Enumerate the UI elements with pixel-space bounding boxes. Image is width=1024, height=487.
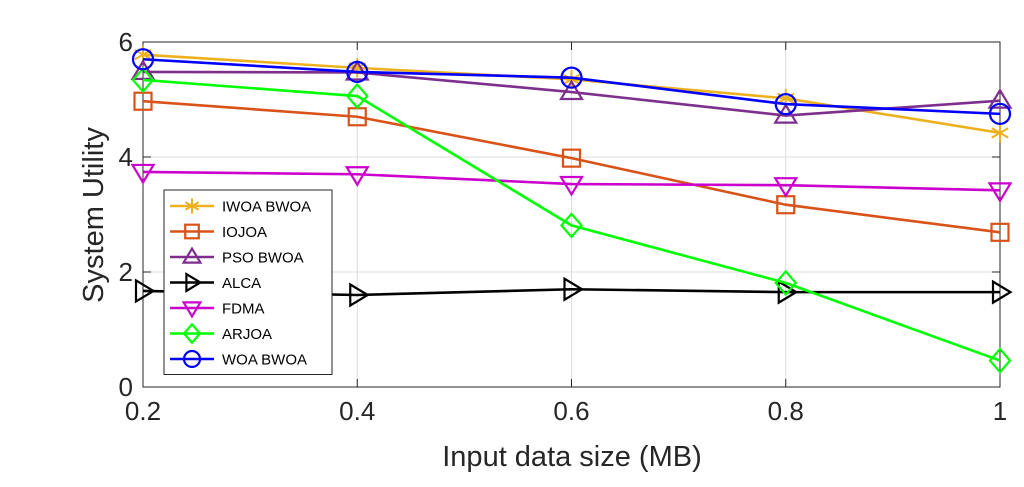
marker-triangle-right xyxy=(349,282,370,308)
marker-square xyxy=(184,223,200,240)
x-tick-label: 0.6 xyxy=(553,396,589,426)
marker-triangle-up xyxy=(130,59,156,81)
legend-label: PSO BWOA xyxy=(222,250,304,267)
marker-triangle-down xyxy=(987,182,1013,203)
marker-triangle-right xyxy=(134,278,156,304)
marker-circle xyxy=(182,349,202,369)
series-fdma xyxy=(130,163,1013,203)
marker-diamond xyxy=(131,66,155,94)
marker-triangle-down xyxy=(559,175,584,197)
series-iojoa xyxy=(133,91,1010,242)
series-line xyxy=(142,70,1001,117)
series-arjoa xyxy=(131,66,1012,374)
marker-triangle-up xyxy=(559,79,584,101)
marker-triangle-right xyxy=(991,279,1013,305)
marker-triangle-down xyxy=(344,166,370,187)
y-tick-label: 6 xyxy=(119,27,133,57)
marker-diamond xyxy=(560,212,583,239)
y-tick-label: 4 xyxy=(119,142,133,172)
legend-item: ALCA xyxy=(170,272,261,293)
legend-item: FDMA xyxy=(170,301,265,319)
series-layer xyxy=(130,45,1013,374)
y-axis-label: System Utility xyxy=(78,127,110,303)
series-line xyxy=(142,78,1001,362)
marker-asterisk-stroke xyxy=(991,127,1009,139)
marker-asterisk-stroke xyxy=(184,201,200,211)
marker-triangle-right xyxy=(777,279,799,305)
y-tick-label: 0 xyxy=(119,372,133,402)
marker-asterisk xyxy=(991,123,1009,143)
x-tick-label: 0.8 xyxy=(768,396,804,426)
marker-square xyxy=(561,148,582,168)
marker-diamond xyxy=(345,82,369,110)
marker-circle xyxy=(560,66,583,89)
marker-triangle-down xyxy=(130,163,156,185)
legend-item: PSO BWOA xyxy=(170,246,304,267)
marker-triangle-up xyxy=(987,88,1013,109)
marker-asterisk xyxy=(184,198,200,214)
marker-triangle-down xyxy=(181,301,203,319)
legend-label: WOA BWOA xyxy=(222,352,307,369)
legend-item: ARJOA xyxy=(170,322,272,345)
legend-label: IWOA BWOA xyxy=(222,199,311,216)
legend-label: IOJOA xyxy=(222,224,267,241)
marker-triangle-down xyxy=(773,177,799,198)
marker-triangle-right xyxy=(563,276,585,302)
series-line xyxy=(142,99,1001,234)
x-tick-label: 1 xyxy=(993,396,1007,426)
marker-diamond xyxy=(988,347,1012,374)
marker-circle xyxy=(774,92,797,116)
marker-circle xyxy=(346,60,369,84)
x-axis: 0.2 0.4 0.6 0.8 1 xyxy=(125,42,1007,426)
y-axis: 0 2 4 6 xyxy=(119,27,1000,402)
legend-label: ARJOA xyxy=(222,326,272,343)
marker-circle xyxy=(988,102,1012,125)
legend-item: WOA BWOA xyxy=(170,349,307,369)
legend-item: IWOA BWOA xyxy=(170,198,311,216)
legend-label: FDMA xyxy=(222,301,265,318)
legend-label: ALCA xyxy=(222,275,261,292)
x-axis-label: Input data size (MB) xyxy=(442,441,702,473)
marker-circle xyxy=(131,48,155,71)
series-line xyxy=(142,170,1001,192)
legend: IWOA BWOA IOJOA PSO BWOA ALCA FDMA ARJOA WOA B… xyxy=(163,189,333,375)
legend-item: IOJOA xyxy=(170,223,267,241)
x-tick-label: 0.2 xyxy=(125,396,161,426)
marker-asterisk-stroke xyxy=(562,73,581,85)
series-line xyxy=(142,57,1001,116)
marker-square xyxy=(990,222,1010,242)
marker-diamond xyxy=(774,269,798,297)
y-tick-label: 2 xyxy=(119,257,133,287)
marker-triangle-up xyxy=(181,246,203,264)
marker-triangle-right xyxy=(185,272,203,293)
marker-diamond xyxy=(182,322,202,345)
x-tick-label: 0.4 xyxy=(339,396,375,426)
series-woa-bwoa xyxy=(131,48,1012,125)
